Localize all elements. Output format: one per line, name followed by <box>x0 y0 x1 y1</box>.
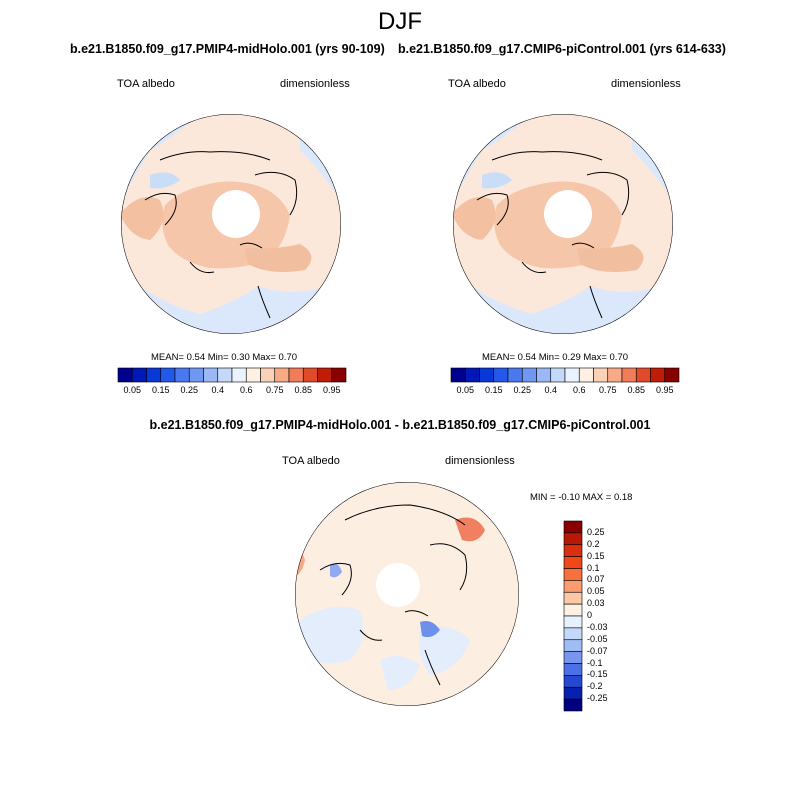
colorbar-box <box>217 367 233 383</box>
colorbar-tick-label: 0.15 <box>484 385 503 395</box>
colorbar-box <box>563 532 583 546</box>
colorbar-box <box>464 367 480 383</box>
colorbar-tick-label: -0.15 <box>587 669 608 680</box>
polar-map-difference <box>295 482 519 706</box>
colorbar-tick-label: 0.95 <box>322 385 341 395</box>
colorbar-tick-label: 0.85 <box>294 385 313 395</box>
colorbar-box <box>493 367 509 383</box>
colorbar-tick-label: 0.1 <box>587 562 600 573</box>
colorbar-box <box>317 367 333 383</box>
colorbar-tick-label: 0.95 <box>655 385 674 395</box>
stats-picontrol: MEAN= 0.54 Min= 0.29 Max= 0.70 <box>482 352 629 363</box>
colorbar-box <box>203 367 219 383</box>
colorbar-tick-label: 0.07 <box>587 574 605 585</box>
colorbar-box <box>479 367 495 383</box>
colorbar-box <box>563 603 583 617</box>
colorbar-box <box>146 367 162 383</box>
colorbar-box <box>302 367 318 383</box>
colorbar-tick-label: 0.25 <box>513 385 532 395</box>
units-label-picontrol: dimensionless <box>611 78 681 90</box>
panel-title-picontrol: b.e21.B1850.f09_g17.CMIP6-piControl.001 … <box>398 42 726 56</box>
polar-map-picontrol <box>453 114 673 334</box>
colorbar-tick-label: -0.2 <box>587 681 603 692</box>
colorbar-box <box>260 367 276 383</box>
colorbar-tick-label: -0.07 <box>587 645 608 656</box>
colorbar-box <box>245 367 261 383</box>
colorbar-tick-label: 0.75 <box>598 385 617 395</box>
colorbar-box <box>450 367 466 383</box>
figure-title: DJF <box>378 8 422 35</box>
colorbar-tick-label: 0.25 <box>180 385 199 395</box>
colorbars <box>117 367 680 712</box>
colorbar-box <box>563 568 583 581</box>
colorbar-box <box>563 591 583 605</box>
colorbar-box <box>536 367 552 383</box>
colorbar-box <box>607 367 623 383</box>
field-label-picontrol: TOA albedo <box>448 78 506 90</box>
colorbar-tick-label: 0.25 <box>587 526 605 537</box>
colorbar-box <box>563 627 583 641</box>
colorbar-box <box>331 367 347 383</box>
colorbar-box <box>563 698 583 712</box>
colorbar-tick-label: 0.6 <box>572 385 586 395</box>
field-label-midholo: TOA albedo <box>117 78 175 90</box>
colorbar-box <box>117 367 133 383</box>
colorbar-box <box>563 556 583 569</box>
colorbar-box <box>621 367 637 383</box>
colorbar-box <box>563 544 583 557</box>
colorbar-tick-label: 0.05 <box>456 385 475 395</box>
colorbar-box <box>563 639 583 652</box>
colorbar-tick-label: 0.03 <box>587 598 605 609</box>
colorbar-tick-label: -0.1 <box>587 657 603 668</box>
colorbar-tick-label: 0.15 <box>587 550 605 561</box>
colorbar-tick-label: 0.05 <box>123 385 142 395</box>
colorbar-box <box>650 367 666 383</box>
colorbar-tick-label: 0.4 <box>211 385 225 395</box>
colorbar-tick-label: 0.85 <box>627 385 646 395</box>
colorbar-box <box>563 651 583 664</box>
stats-difference: MIN = -0.10 MAX = 0.18 <box>530 492 633 503</box>
colorbar-box <box>563 615 583 629</box>
colorbar-box <box>563 520 583 534</box>
colorbar-box <box>160 367 176 383</box>
colorbar-box <box>188 367 204 383</box>
colorbar-tick-label: -0.03 <box>587 621 608 632</box>
polar-map-midholo <box>121 114 341 334</box>
units-label-midholo: dimensionless <box>280 78 350 90</box>
colorbar-tick-label: 0.75 <box>265 385 284 395</box>
panel-title-difference: b.e21.B1850.f09_g17.PMIP4-midHolo.001 - … <box>149 418 651 432</box>
colorbar-box <box>635 367 651 383</box>
colorbar-box <box>550 367 566 383</box>
colorbar-box <box>564 367 580 383</box>
colorbar-box <box>563 686 583 700</box>
stats-midholo: MEAN= 0.54 Min= 0.30 Max= 0.70 <box>151 352 298 363</box>
colorbar-tick-label: 0 <box>587 610 593 620</box>
colorbar-box <box>664 367 680 383</box>
units-label-difference: dimensionless <box>445 455 515 467</box>
colorbar-tick-label: 0.05 <box>587 586 605 597</box>
colorbar-box <box>563 580 583 593</box>
colorbar-box <box>231 367 247 383</box>
field-label-difference: TOA albedo <box>282 455 340 467</box>
colorbar-box <box>507 367 523 383</box>
colorbar-box <box>288 367 304 383</box>
colorbar-tick-label: 0.6 <box>239 385 253 395</box>
colorbar-box <box>578 367 594 383</box>
colorbar-box <box>274 367 290 383</box>
colorbar-box <box>131 367 147 383</box>
colorbar-box <box>521 367 537 383</box>
colorbar-box <box>174 367 190 383</box>
colorbar-tick-label: -0.05 <box>587 633 608 644</box>
colorbar-tick-label: 0.2 <box>587 538 600 549</box>
colorbar-box <box>593 367 609 383</box>
panel-title-midholo: b.e21.B1850.f09_g17.PMIP4-midHolo.001 (y… <box>70 42 385 56</box>
colorbar-tick-label: 0.15 <box>151 385 170 395</box>
colorbar-box <box>563 663 583 676</box>
colorbar-tick-label: 0.4 <box>544 385 558 395</box>
colorbar-tick-label: -0.25 <box>587 693 608 704</box>
colorbar-box <box>563 675 583 688</box>
